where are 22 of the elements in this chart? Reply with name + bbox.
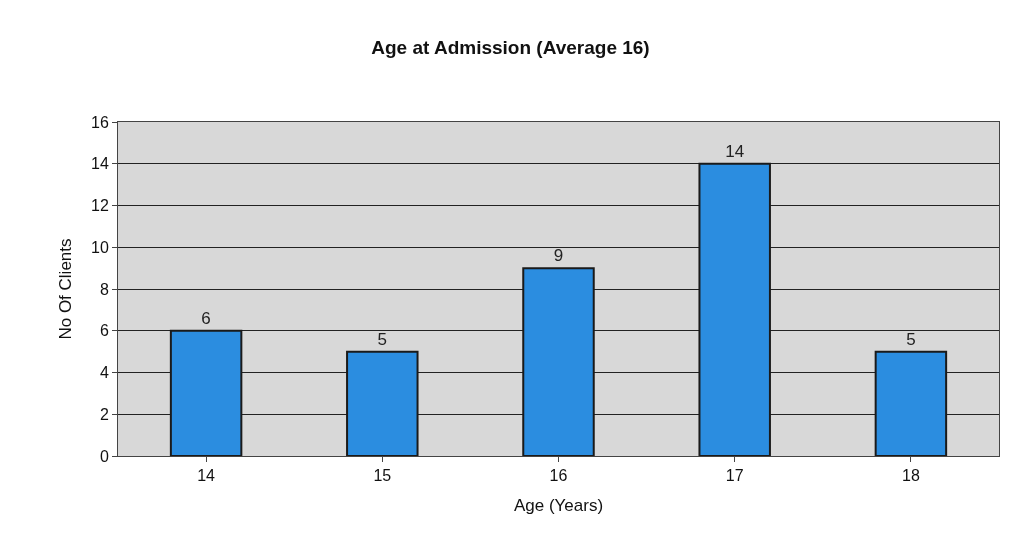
y-tick-label: 2 — [99, 405, 109, 423]
y-axis-title: No Of Clients — [55, 238, 75, 340]
x-tick-label: 17 — [725, 467, 744, 485]
y-tick-label: 8 — [99, 280, 109, 298]
x-tick-label: 14 — [197, 467, 216, 485]
y-tick-label: 16 — [91, 113, 109, 131]
y-tick-label: 4 — [99, 364, 109, 382]
x-tick-label: 18 — [902, 467, 920, 485]
y-tick-label: 14 — [91, 155, 109, 173]
y-tick-label: 6 — [99, 322, 109, 340]
y-tick-label: 12 — [91, 197, 109, 215]
x-tick-label: 16 — [549, 467, 568, 485]
y-tick-label: 10 — [91, 238, 109, 256]
x-axis-title: Age (Years) — [513, 495, 604, 515]
chart-title: Age at Admission (Average 16) — [371, 36, 650, 58]
data-label: 14 — [725, 141, 745, 161]
data-label: 5 — [377, 329, 388, 349]
data-label: 5 — [906, 329, 916, 349]
y-tick-label: 0 — [99, 447, 109, 465]
data-label: 6 — [201, 308, 211, 328]
x-tick-label: 15 — [373, 467, 392, 485]
data-label: 9 — [553, 246, 564, 266]
